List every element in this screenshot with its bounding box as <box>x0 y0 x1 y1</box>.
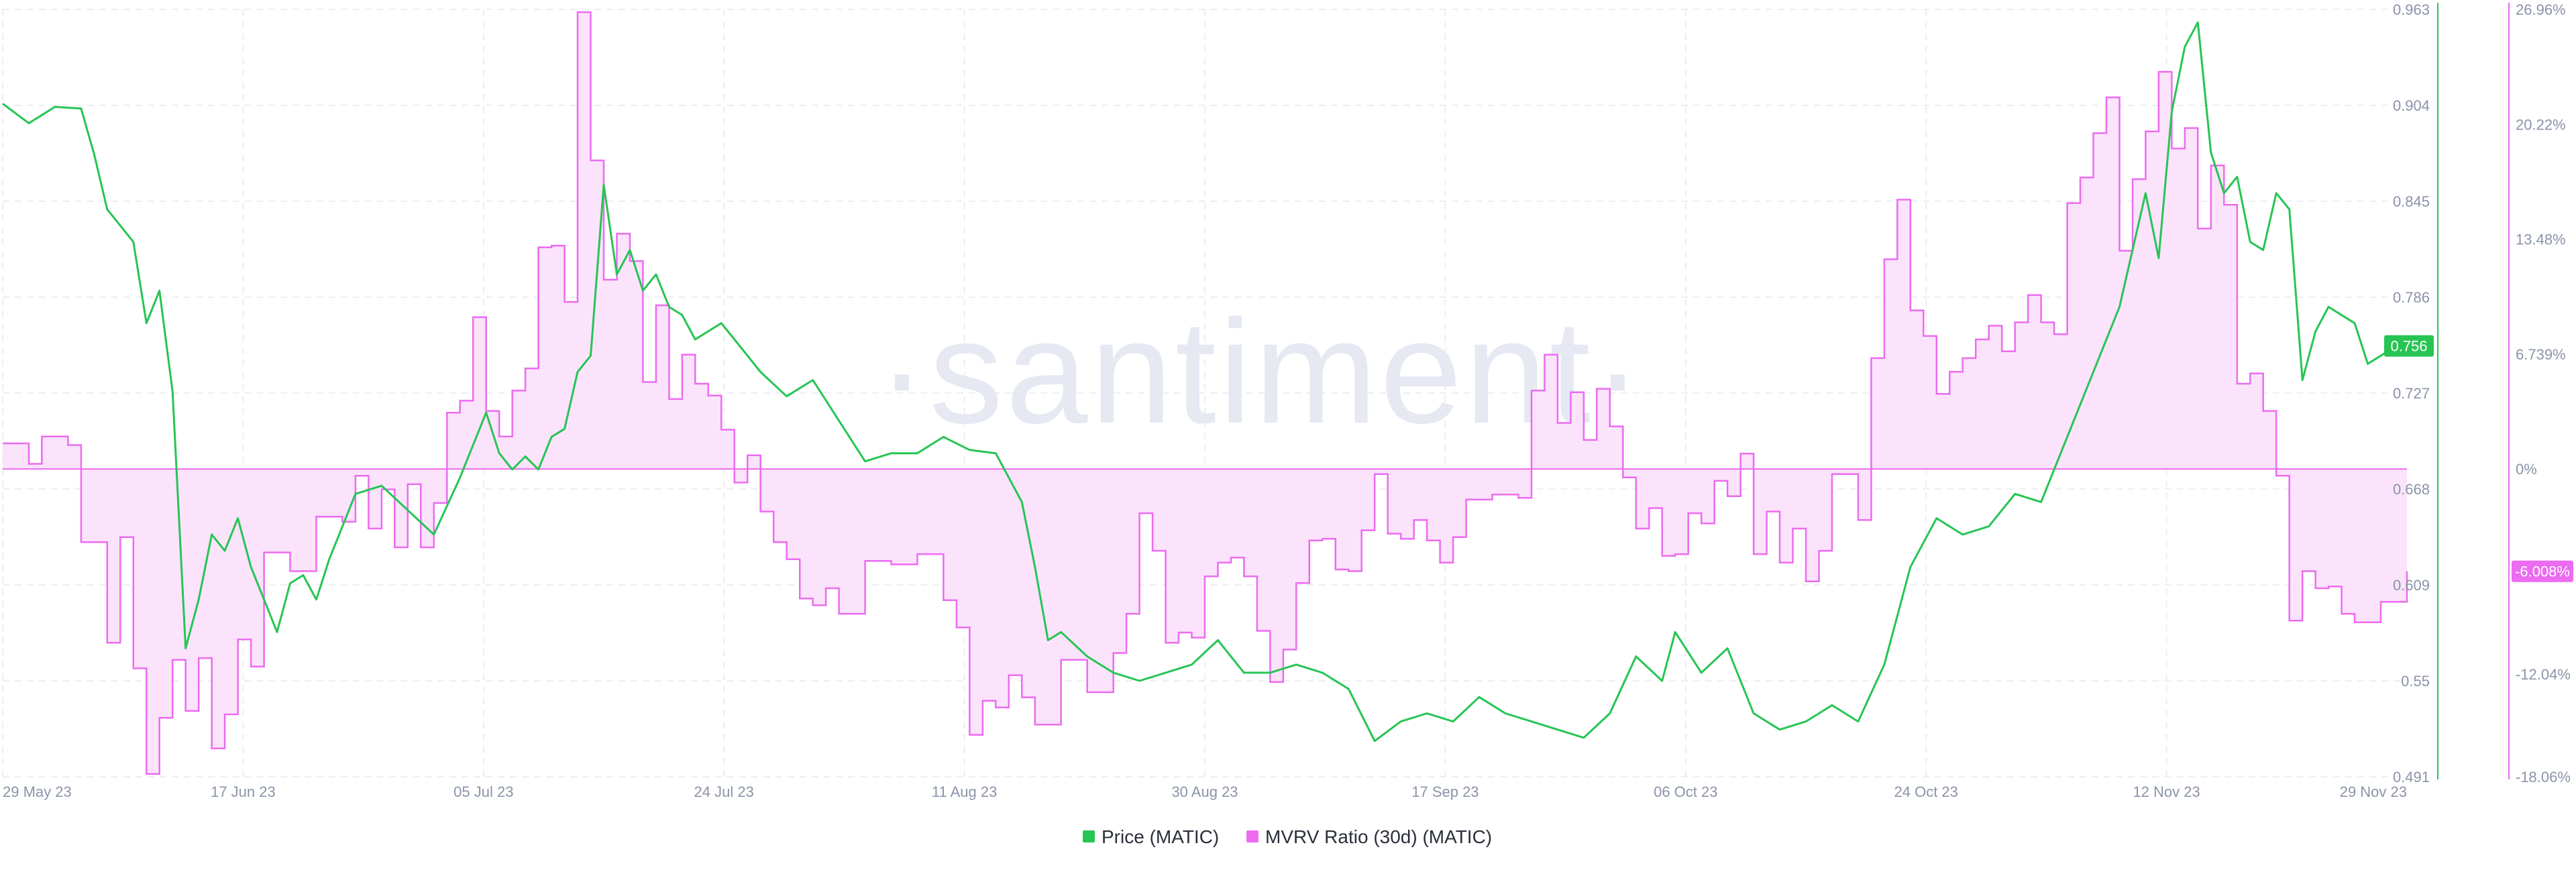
price-tick-label: 0.609 <box>2393 577 2430 594</box>
mvrv-tick-label: 13.48% <box>2516 231 2566 248</box>
x-tick-label: 30 Aug 23 <box>1171 783 1238 800</box>
mvrv-tick-label: 6.739% <box>2516 346 2566 363</box>
x-tick-label: 05 Jul 23 <box>453 783 513 800</box>
mvrv-series-line[interactable] <box>3 11 2408 775</box>
x-tick-label: 11 Aug 23 <box>932 783 997 800</box>
series-layer[interactable] <box>2 11 2408 775</box>
mvrv-current-badge <box>2512 560 2573 582</box>
price-series-line[interactable] <box>2 21 2408 743</box>
x-tick-label: 12 Nov 23 <box>2133 783 2200 800</box>
price-current-badge <box>2384 335 2434 357</box>
legend-swatch-mvrv <box>1246 830 1258 842</box>
x-tick-label: 17 Sep 23 <box>1411 783 1479 800</box>
legend-label-price: Price (MATIC) <box>1102 826 1219 847</box>
x-tick-label: 29 Nov 23 <box>2340 783 2407 800</box>
price-tick-label: 0.786 <box>2393 289 2430 306</box>
x-tick-label: 24 Oct 23 <box>1894 783 1958 800</box>
mvrv-tick-label: 0% <box>2516 461 2537 478</box>
price-tick-label: 0.727 <box>2393 385 2430 402</box>
price-tick-label: 0.55 <box>2401 673 2430 690</box>
price-tick-label: 0.491 <box>2393 769 2430 785</box>
price-tick-label: 0.963 <box>2393 1 2430 18</box>
mvrv-tick-label: 26.96% <box>2516 1 2566 18</box>
legend-label-mvrv: MVRV Ratio (30d) (MATIC) <box>1265 826 1492 847</box>
x-tick-label: 17 Jun 23 <box>211 783 276 800</box>
price-tick-label: 0.845 <box>2393 193 2430 210</box>
axis-layer: 0.963 0.904 0.845 0.786 0.727 0.668 0.609 0.55 0… <box>3 1 2573 800</box>
legend: Price (MATIC) MVRV Ratio (30d) (MATIC) <box>1083 826 1492 847</box>
mvrv-current-value: -6.008% <box>2515 563 2570 580</box>
legend-swatch-price <box>1083 830 1095 842</box>
mvrv-tick-label: -12.04% <box>2516 666 2571 683</box>
mvrv-tick-label: 20.22% <box>2516 116 2566 133</box>
price-current-value: 0.756 <box>2390 338 2427 355</box>
x-tick-label: 06 Oct 23 <box>1654 783 1717 800</box>
x-tick-label: 29 May 23 <box>3 783 72 800</box>
price-tick-label: 0.668 <box>2393 481 2430 498</box>
santiment-watermark: ·santiment· <box>877 289 1645 454</box>
mvrv-tick-label: -18.06% <box>2516 769 2571 785</box>
x-tick-label: 24 Jul 23 <box>694 783 754 800</box>
price-tick-label: 0.904 <box>2393 97 2430 114</box>
